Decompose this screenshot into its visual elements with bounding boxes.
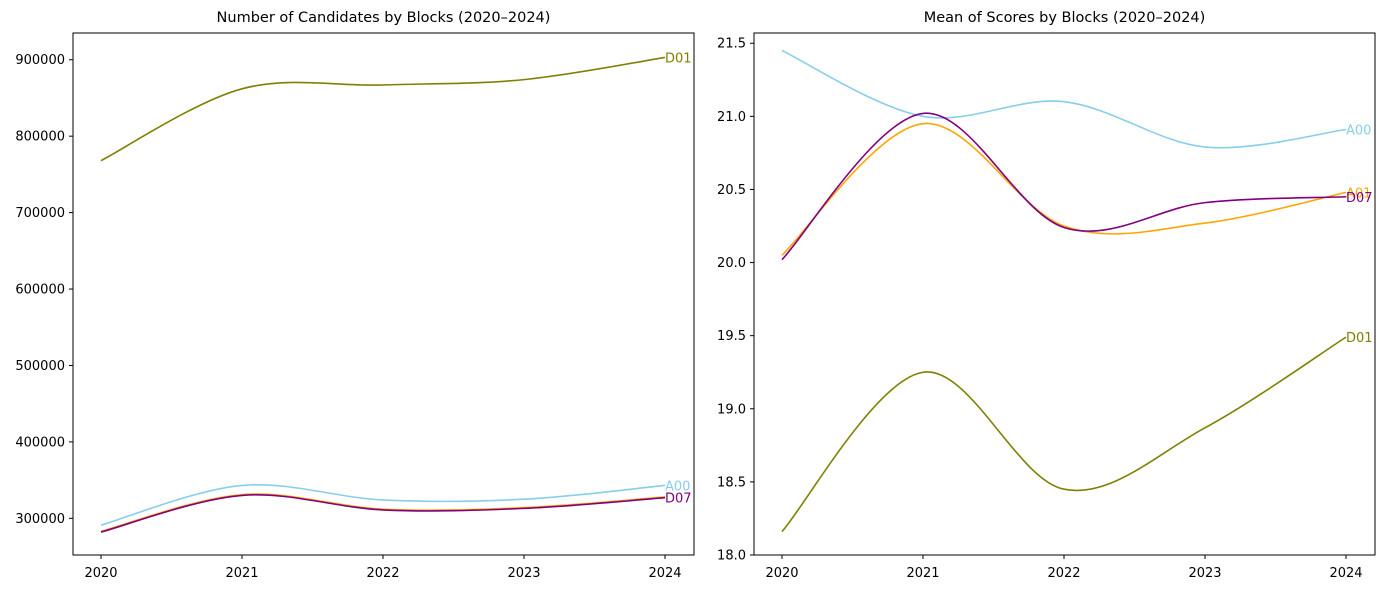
series-line-d01: [781, 336, 1347, 533]
x-tick-label: 2022: [366, 566, 399, 581]
x-tick-label: 2024: [1329, 566, 1362, 581]
x-tick-label: 2023: [1188, 566, 1221, 581]
x-tick-label: 2022: [1047, 566, 1080, 581]
end-label-a00: A00: [665, 479, 690, 494]
series-line-d07: [100, 494, 666, 533]
chart-title: Number of Candidates by Blocks (2020–202…: [217, 10, 551, 26]
y-tick-label: 21.0: [717, 110, 746, 125]
x-tick-label: 2024: [648, 566, 681, 581]
y-tick-label: 20.5: [717, 183, 746, 198]
y-tick-label: 20.0: [717, 256, 746, 271]
y-tick-label: 900000: [15, 53, 65, 68]
chart-title: Mean of Scores by Blocks (2020–2024): [924, 10, 1206, 26]
x-tick-label: 2020: [84, 566, 117, 581]
y-tick-label: 700000: [15, 206, 65, 221]
series-line-d01: [100, 56, 666, 162]
end-label-d07: D07: [1346, 191, 1373, 206]
x-tick-label: 2023: [507, 566, 540, 581]
end-label-a00: A00: [1346, 124, 1371, 139]
series-line-a00: [781, 49, 1347, 149]
y-tick-label: 18.5: [717, 475, 746, 490]
end-label-a01: A01: [1346, 186, 1371, 201]
scores-chart-panel: Mean of Scores by Blocks (2020–2024) A00 A…: [717, 10, 1376, 581]
end-label-d07: D07: [665, 492, 692, 507]
y-tick-label: 400000: [15, 435, 65, 450]
y-tick-label: 18.0: [717, 549, 746, 564]
y-tick-label: 600000: [15, 283, 65, 298]
end-label-d01: D01: [665, 51, 692, 66]
y-tick-label: 21.5: [717, 37, 746, 52]
y-tick-label: 19.5: [717, 329, 746, 344]
end-label-d01: D01: [1346, 331, 1373, 346]
x-tick-label: 2020: [765, 566, 798, 581]
series-line-a00: [100, 484, 666, 526]
x-tick-label: 2021: [906, 566, 939, 581]
y-tick-label: 500000: [15, 359, 65, 374]
y-tick-label: 19.0: [717, 402, 746, 417]
x-tick-label: 2021: [225, 566, 258, 581]
series-line-a01: [781, 122, 1347, 256]
y-tick-label: 300000: [15, 512, 65, 527]
y-tick-label: 800000: [15, 130, 65, 145]
candidates-chart-panel: Number of Candidates by Blocks (2020–202…: [15, 10, 695, 581]
series-line-d07: [781, 112, 1347, 261]
